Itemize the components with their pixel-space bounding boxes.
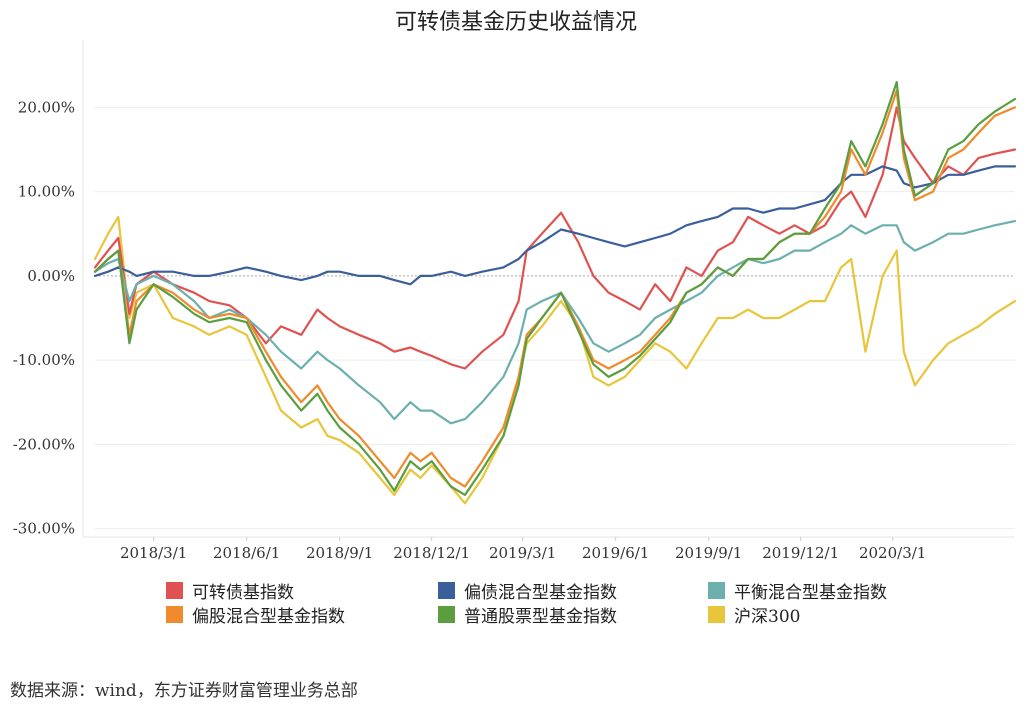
series-line-5 [93, 215, 1017, 505]
x-tick-label: 2019/9/1 [675, 544, 742, 562]
series-line-4 [93, 80, 1017, 496]
series-layer [93, 80, 1017, 505]
series-line-3 [93, 89, 1017, 488]
x-tick-label: 2018/6/1 [213, 544, 280, 562]
legend-item-equity-mixed[interactable]: 偏股混合型基金指数 [166, 602, 345, 627]
series-line-1 [93, 165, 1017, 286]
series-line-2 [93, 220, 1017, 425]
legend-swatch [438, 581, 455, 599]
legend-item-balanced-mixed[interactable]: 平衡混合型基金指数 [708, 578, 887, 603]
legend-item-convertible-bond[interactable]: 可转债基指数 [166, 578, 294, 603]
legend-swatch [708, 605, 725, 623]
x-tick-label: 2019/12/1 [762, 544, 839, 562]
legend-swatch [708, 581, 725, 599]
legend-swatch [438, 605, 455, 623]
legend-label: 平衡混合型基金指数 [734, 582, 887, 603]
y-tick-label: -30.00% [13, 520, 75, 538]
x-tick-label: 2018/3/1 [120, 544, 187, 562]
x-tick-label: 2018/9/1 [306, 544, 373, 562]
chart-title: 可转债基金历史收益情况 [394, 10, 637, 35]
x-tick-label: 2019/3/1 [489, 544, 556, 562]
legend-label: 偏股混合型基金指数 [192, 606, 345, 627]
legend-item-stock[interactable]: 普通股票型基金指数 [438, 602, 617, 627]
y-tick-label: -10.00% [13, 351, 75, 369]
y-tick-label: -20.00% [13, 435, 75, 453]
x-tick-label: 2019/6/1 [582, 544, 649, 562]
grid-layer [95, 106, 1015, 530]
x-tick-label: 2020/3/1 [859, 544, 926, 562]
legend-label: 沪深300 [734, 606, 801, 627]
legend-item-csi300[interactable]: 沪深300 [708, 602, 801, 627]
axis-layer: 20.00% 10.00% 0.00% -10.00% -20.00% -30.00% 20… [13, 40, 1015, 562]
x-tick-label: 2018/12/1 [393, 544, 470, 562]
legend-item-bond-mixed[interactable]: 偏债混合型基金指数 [438, 578, 617, 603]
legend-swatch [166, 605, 183, 623]
y-tick-label: 10.00% [18, 183, 75, 201]
legend-label: 偏债混合型基金指数 [464, 582, 617, 603]
data-source-note: 数据来源：wind，东方证券财富管理业务总部 [10, 681, 358, 701]
y-tick-label: 0.00% [27, 267, 75, 285]
legend-swatch [166, 581, 183, 599]
y-tick-label: 20.00% [18, 98, 75, 116]
legend-label: 可转债基指数 [192, 582, 294, 603]
legend-label: 普通股票型基金指数 [464, 606, 617, 627]
